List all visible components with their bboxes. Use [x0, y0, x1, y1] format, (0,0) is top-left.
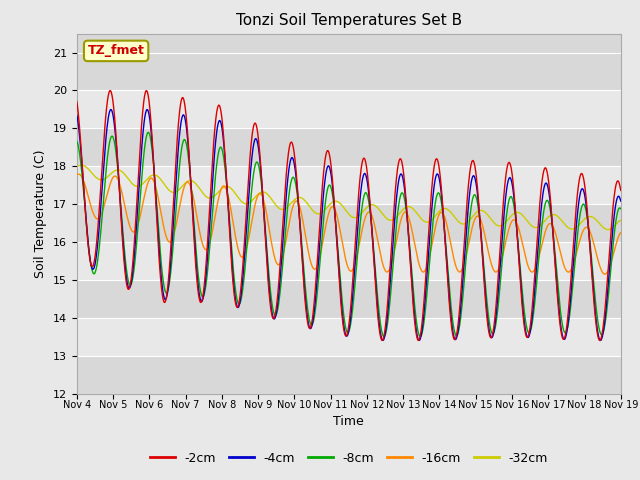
Title: Tonzi Soil Temperatures Set B: Tonzi Soil Temperatures Set B [236, 13, 462, 28]
Bar [77, 166, 621, 204]
Y-axis label: Soil Temperature (C): Soil Temperature (C) [35, 149, 47, 278]
Bar [77, 52, 621, 90]
Legend: -2cm, -4cm, -8cm, -16cm, -32cm: -2cm, -4cm, -8cm, -16cm, -32cm [145, 447, 553, 469]
Bar [77, 128, 621, 166]
Bar [77, 242, 621, 280]
Bar [77, 90, 621, 128]
Text: TZ_fmet: TZ_fmet [88, 44, 145, 58]
Bar [77, 204, 621, 242]
Bar [77, 356, 621, 394]
Bar [77, 280, 621, 318]
X-axis label: Time: Time [333, 415, 364, 429]
Bar [77, 318, 621, 356]
